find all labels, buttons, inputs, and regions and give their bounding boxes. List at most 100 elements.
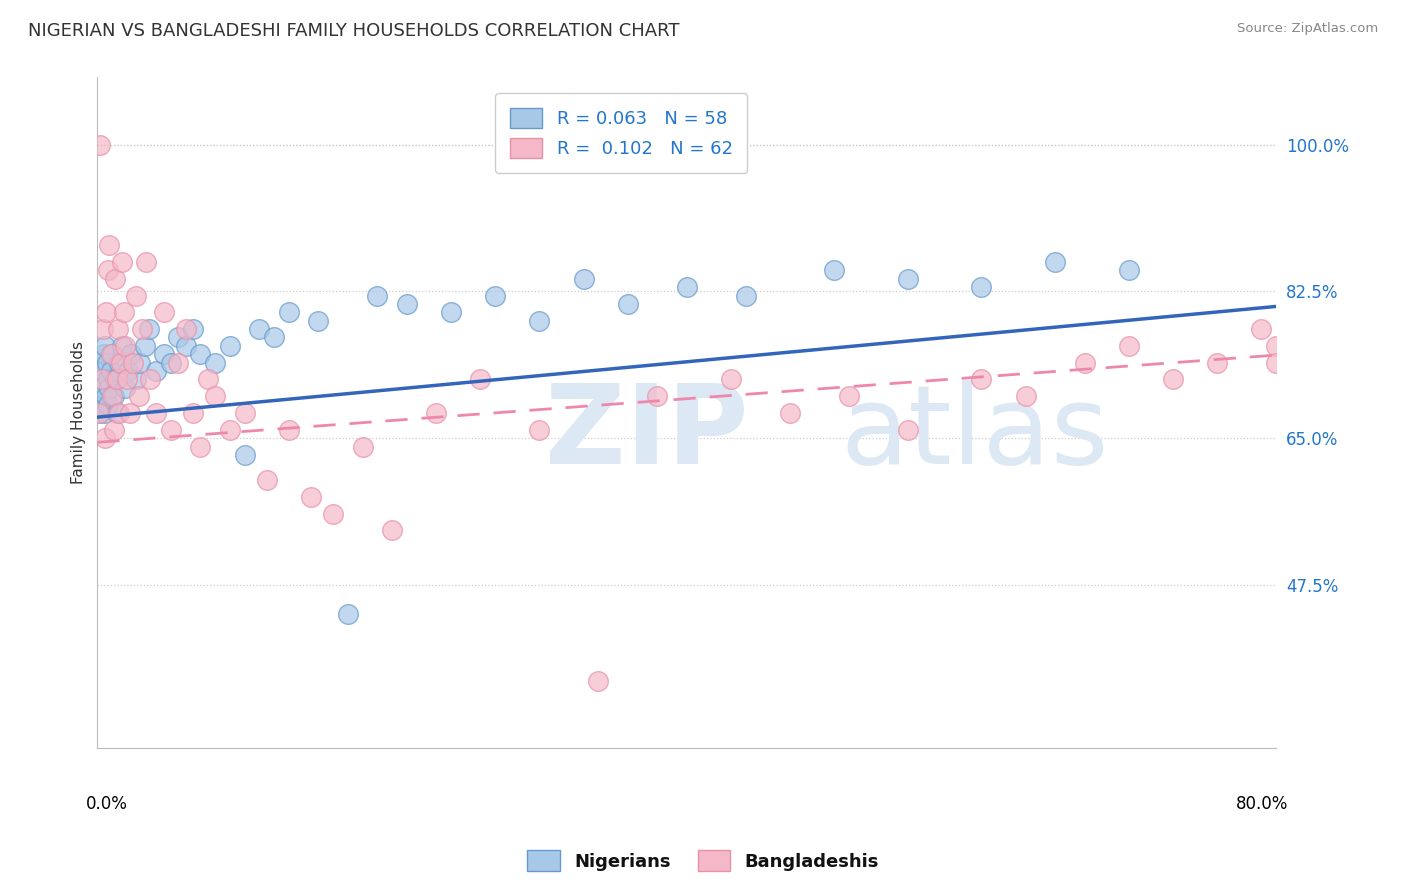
Point bbox=[97, 398, 120, 412]
Point bbox=[93, 406, 115, 420]
Point bbox=[138, 322, 160, 336]
Point bbox=[529, 314, 551, 328]
Point bbox=[103, 389, 125, 403]
Point bbox=[1073, 356, 1095, 370]
Legend: Nigerians, Bangladeshis: Nigerians, Bangladeshis bbox=[520, 843, 886, 879]
Point bbox=[823, 263, 845, 277]
Point bbox=[484, 288, 506, 302]
Point bbox=[108, 406, 131, 420]
Point bbox=[89, 406, 111, 420]
Point bbox=[108, 356, 131, 370]
Point bbox=[1118, 339, 1140, 353]
Point bbox=[970, 280, 993, 294]
Point bbox=[181, 406, 204, 420]
Point bbox=[107, 322, 129, 336]
Text: Source: ZipAtlas.com: Source: ZipAtlas.com bbox=[1237, 22, 1378, 36]
Point bbox=[160, 356, 183, 370]
Point bbox=[90, 356, 112, 370]
Point bbox=[277, 423, 299, 437]
Point bbox=[256, 473, 278, 487]
Point bbox=[93, 347, 115, 361]
Point bbox=[1265, 339, 1288, 353]
Point bbox=[838, 389, 860, 403]
Point bbox=[145, 364, 167, 378]
Point bbox=[381, 524, 404, 538]
Point bbox=[263, 330, 285, 344]
Point bbox=[395, 297, 418, 311]
Y-axis label: Family Households: Family Households bbox=[72, 342, 86, 484]
Point bbox=[617, 297, 640, 311]
Point bbox=[152, 347, 174, 361]
Point bbox=[145, 406, 167, 420]
Point bbox=[89, 372, 111, 386]
Point bbox=[94, 339, 117, 353]
Point bbox=[204, 389, 226, 403]
Point bbox=[128, 389, 150, 403]
Text: 80.0%: 80.0% bbox=[1236, 796, 1288, 814]
Point bbox=[1118, 263, 1140, 277]
Point bbox=[110, 356, 132, 370]
Point bbox=[105, 406, 128, 420]
Point bbox=[87, 389, 110, 403]
Point bbox=[105, 372, 128, 386]
Point bbox=[440, 305, 463, 319]
Point bbox=[181, 322, 204, 336]
Point bbox=[897, 423, 920, 437]
Point bbox=[100, 347, 122, 361]
Point bbox=[174, 322, 197, 336]
Point bbox=[91, 381, 114, 395]
Point bbox=[160, 423, 183, 437]
Point bbox=[96, 389, 118, 403]
Point bbox=[114, 339, 136, 353]
Point bbox=[174, 339, 197, 353]
Point bbox=[118, 406, 141, 420]
Point bbox=[1265, 356, 1288, 370]
Point bbox=[588, 674, 610, 689]
Point bbox=[1206, 356, 1229, 370]
Point bbox=[135, 255, 157, 269]
Point bbox=[117, 364, 139, 378]
Point bbox=[112, 305, 135, 319]
Point bbox=[98, 381, 121, 395]
Point bbox=[1043, 255, 1066, 269]
Point bbox=[1161, 372, 1184, 386]
Point bbox=[129, 356, 152, 370]
Point bbox=[307, 314, 329, 328]
Text: ZIP: ZIP bbox=[546, 380, 748, 487]
Point bbox=[104, 372, 127, 386]
Point bbox=[470, 372, 492, 386]
Point bbox=[299, 490, 322, 504]
Point bbox=[970, 372, 993, 386]
Point bbox=[103, 423, 125, 437]
Point bbox=[124, 372, 146, 386]
Point bbox=[152, 305, 174, 319]
Point bbox=[219, 339, 242, 353]
Point bbox=[90, 372, 112, 386]
Point bbox=[120, 347, 142, 361]
Point bbox=[233, 448, 256, 462]
Legend: R = 0.063   N = 58, R =  0.102   N = 62: R = 0.063 N = 58, R = 0.102 N = 62 bbox=[495, 93, 747, 173]
Point bbox=[96, 305, 118, 319]
Point bbox=[897, 272, 920, 286]
Point bbox=[98, 238, 121, 252]
Point bbox=[190, 347, 212, 361]
Point bbox=[352, 440, 374, 454]
Point bbox=[675, 280, 697, 294]
Point bbox=[97, 372, 120, 386]
Point bbox=[121, 356, 143, 370]
Point bbox=[131, 322, 153, 336]
Point bbox=[115, 372, 138, 386]
Point bbox=[425, 406, 447, 420]
Point bbox=[96, 356, 118, 370]
Point bbox=[139, 372, 162, 386]
Point bbox=[97, 263, 120, 277]
Point bbox=[1014, 389, 1036, 403]
Point bbox=[101, 347, 124, 361]
Point bbox=[91, 364, 114, 378]
Point bbox=[366, 288, 388, 302]
Point bbox=[190, 440, 212, 454]
Point bbox=[277, 305, 299, 319]
Point bbox=[101, 389, 124, 403]
Point bbox=[734, 288, 756, 302]
Point bbox=[91, 322, 114, 336]
